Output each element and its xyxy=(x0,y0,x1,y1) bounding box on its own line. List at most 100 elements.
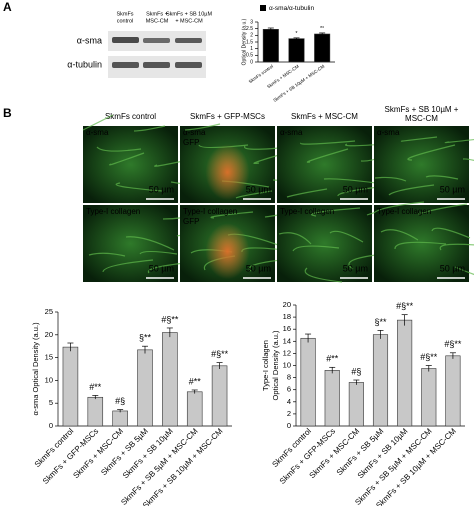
fiber xyxy=(373,201,425,214)
y-tick-label: 2.5 xyxy=(246,26,253,32)
fiber xyxy=(82,114,114,131)
significance-label: #** xyxy=(326,354,339,364)
x-tick-label: SkmFs control xyxy=(248,64,274,85)
blot-row-label: α-sma xyxy=(77,35,102,45)
fiber xyxy=(304,267,343,283)
fiber xyxy=(88,252,126,257)
bar xyxy=(87,396,104,427)
y-tick-label: 0 xyxy=(250,59,253,65)
y-tick-label: 10 xyxy=(45,375,53,384)
y-tick-label: 0.5 xyxy=(246,53,253,59)
fiber xyxy=(388,184,435,196)
scale-label: 50 µm xyxy=(149,263,174,273)
panel-letter: A xyxy=(3,0,12,14)
lane-label: SkmFs + xyxy=(146,11,168,17)
fiber xyxy=(198,144,249,149)
y-tick-label: 5 xyxy=(49,398,53,407)
fiber xyxy=(210,211,254,219)
scale-label: 50 µm xyxy=(246,263,271,273)
scale-label: 50 µm xyxy=(149,184,174,194)
lane-label: control xyxy=(117,18,134,24)
bar xyxy=(112,410,128,427)
scale-label: 50 µm xyxy=(343,184,368,194)
fiber xyxy=(400,136,438,142)
channel-label: Type-I collagen xyxy=(280,207,334,216)
fiber xyxy=(407,144,456,161)
y-tick-label: 18 xyxy=(283,312,291,321)
column-header: SkmFs control xyxy=(105,112,156,121)
fiber xyxy=(394,241,447,250)
bar xyxy=(324,370,340,427)
channel-label: α-sma xyxy=(280,128,303,137)
significance-label: *° xyxy=(320,26,324,32)
gfp-cell xyxy=(205,223,250,280)
lane-label: SkmFs xyxy=(116,11,133,17)
fiber xyxy=(439,243,474,251)
fiber xyxy=(102,259,154,273)
lane-label: MSC-CM xyxy=(146,18,169,24)
fiber xyxy=(337,186,380,197)
fiber xyxy=(444,138,474,144)
gfp-cell xyxy=(205,144,250,201)
bar xyxy=(288,38,305,63)
channel-label: α-sma xyxy=(86,128,109,137)
y-tick-label: 2 xyxy=(287,409,291,418)
significance-label: #§** xyxy=(396,301,414,311)
y-tick-label: 20 xyxy=(45,330,53,339)
fiber xyxy=(184,123,221,131)
significance-label: #§** xyxy=(161,314,179,324)
fiber xyxy=(462,158,474,162)
y-tick-label: 10 xyxy=(283,360,291,369)
y-tick-label: 3 xyxy=(250,19,253,25)
fiber xyxy=(311,207,361,217)
y-axis-label: Type-I collagen xyxy=(261,340,270,391)
y-tick-label: 12 xyxy=(283,348,291,357)
y-tick-label: 0 xyxy=(49,421,53,430)
legend-label: α-sma/α-tubulin xyxy=(269,5,314,12)
scale-label: 50 µm xyxy=(440,263,465,273)
fiber xyxy=(425,175,459,180)
fiber xyxy=(431,227,471,239)
significance-label: #§** xyxy=(444,339,462,349)
y-tick-label: 2 xyxy=(250,33,253,39)
channel-label: GFP xyxy=(183,138,199,147)
bar xyxy=(397,319,413,427)
significance-label: #§** xyxy=(420,352,438,362)
y-tick-label: 15 xyxy=(45,353,53,362)
column-header: SkmFs + GFP-MSCs xyxy=(190,112,265,121)
y-axis-label: α-sma Optical Density (a.u.) xyxy=(31,322,40,416)
fiber xyxy=(323,178,377,184)
y-tick-label: 0 xyxy=(287,421,291,430)
bar xyxy=(421,368,437,427)
channel-label: α-sma xyxy=(377,128,400,137)
bar xyxy=(314,33,331,63)
micrograph xyxy=(83,126,178,203)
fiber xyxy=(278,232,312,245)
panel-letter: B xyxy=(3,106,12,120)
fiber xyxy=(329,230,364,243)
lane-label: SkmFs + SB 10µM xyxy=(166,11,213,17)
legend-swatch xyxy=(260,5,266,11)
fiber xyxy=(125,236,175,251)
y-tick-label: 4 xyxy=(287,397,291,406)
bar xyxy=(137,349,153,427)
channel-label: Type-I collagen xyxy=(377,207,431,216)
fiber xyxy=(96,146,142,152)
y-tick-label: 14 xyxy=(283,336,291,345)
fiber xyxy=(115,182,163,192)
scale-label: 50 µm xyxy=(343,263,368,273)
significance-label: #** xyxy=(89,382,102,392)
column-header: SkmFs + MSC-CM xyxy=(291,112,358,121)
micrograph xyxy=(83,205,178,282)
channel-label: α-sma xyxy=(183,128,206,137)
significance-label: #§ xyxy=(115,396,125,406)
fiber xyxy=(374,176,407,182)
blot-row-label: α-tubulin xyxy=(67,59,102,69)
bar xyxy=(372,334,389,427)
y-tick-label: 20 xyxy=(283,300,291,309)
y-tick-label: 8 xyxy=(287,373,291,382)
fiber xyxy=(380,229,419,241)
y-tick-label: 16 xyxy=(283,324,291,333)
bar xyxy=(300,337,316,427)
